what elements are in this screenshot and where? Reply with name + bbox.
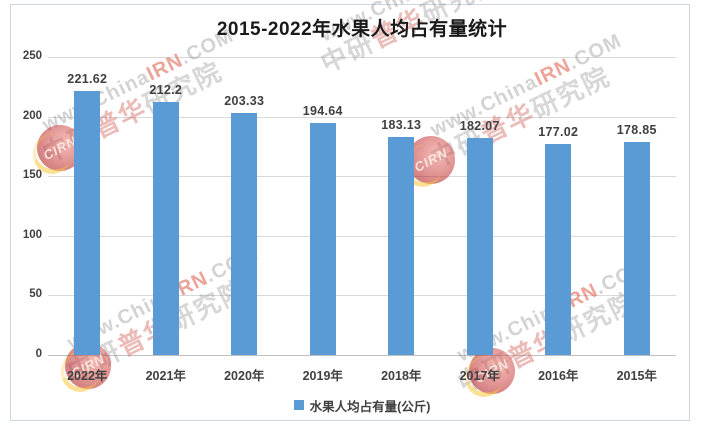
bar-value-label: 194.64	[302, 103, 343, 118]
gridline	[48, 295, 676, 297]
legend: 水果人均占有量(公斤)	[48, 396, 676, 414]
x-axis-category-label: 2018年	[381, 369, 422, 383]
bar	[623, 141, 650, 355]
gridline	[48, 116, 676, 118]
bar-value-label: 183.13	[381, 117, 422, 132]
bar	[466, 137, 493, 355]
bar	[545, 143, 572, 355]
x-axis-category-label: 2017年	[459, 369, 500, 383]
x-axis-category-label: 2021年	[145, 369, 186, 383]
chart-title: 2015-2022年水果人均占有量统计	[216, 19, 508, 40]
x-axis-category-label: 2022年	[67, 369, 108, 383]
y-axis-tick-label: 250	[22, 50, 42, 62]
bar	[74, 90, 101, 355]
x-axis-line	[48, 355, 676, 356]
x-axis-category-label: 2016年	[538, 369, 579, 383]
y-axis-tick-label: 200	[22, 109, 42, 122]
x-axis-category-label: 2015年	[616, 369, 657, 383]
y-axis-tick-label: 50	[29, 288, 42, 301]
gridline	[48, 57, 676, 58]
legend-label: 水果人均占有量(公斤)	[309, 399, 431, 414]
x-axis-category-label: 2019年	[302, 369, 343, 383]
gridline	[48, 235, 676, 237]
x-axis-category-label: 2020年	[224, 369, 265, 383]
bar-value-label: 221.62	[67, 71, 108, 86]
gridline	[48, 176, 676, 178]
bar-value-label: 177.02	[538, 124, 579, 139]
bar	[388, 136, 415, 355]
legend-marker-swatch	[293, 400, 304, 410]
chart-frame	[10, 4, 690, 421]
bar-value-label: 178.85	[616, 122, 657, 137]
y-axis-tick-label: 150	[22, 169, 42, 182]
bar-value-label: 212.2	[149, 83, 183, 98]
y-axis-tick-label: 100	[22, 228, 42, 241]
bar	[152, 102, 179, 355]
bar-value-label: 182.07	[459, 118, 500, 133]
y-axis-tick-label: 0	[35, 348, 42, 360]
bar-value-label: 203.33	[224, 93, 265, 108]
bar	[309, 122, 336, 355]
bar	[231, 112, 258, 355]
